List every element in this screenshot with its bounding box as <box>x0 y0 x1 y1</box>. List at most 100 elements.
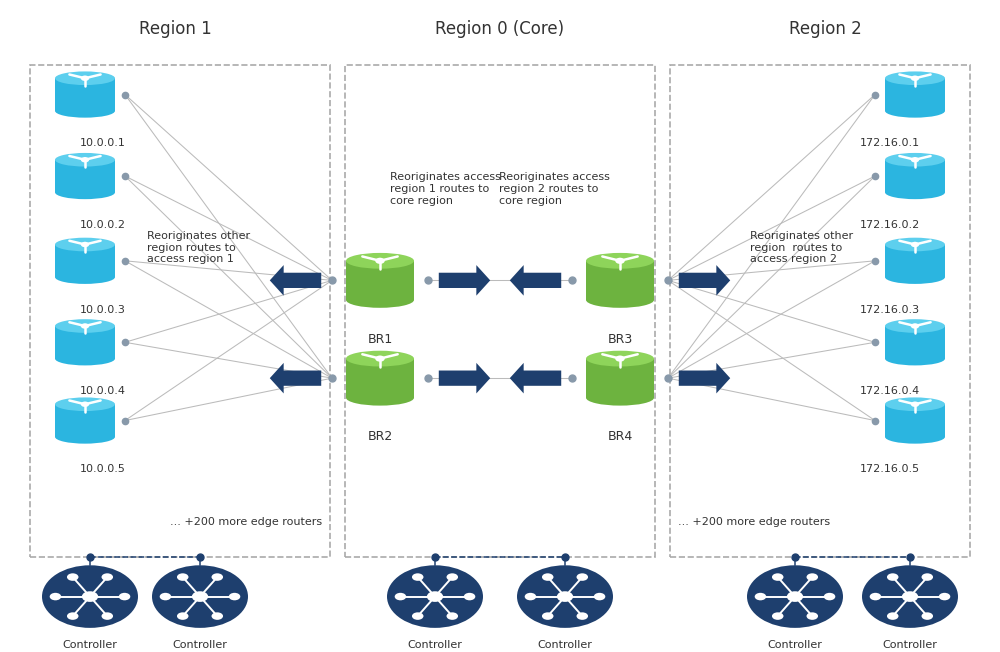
Circle shape <box>747 565 843 628</box>
Circle shape <box>772 612 783 620</box>
Ellipse shape <box>586 253 654 269</box>
Polygon shape <box>346 359 414 398</box>
Circle shape <box>177 573 188 581</box>
Circle shape <box>824 593 835 600</box>
Ellipse shape <box>55 72 115 85</box>
Text: BR2: BR2 <box>367 430 393 443</box>
Circle shape <box>177 612 188 620</box>
Polygon shape <box>55 326 115 359</box>
Ellipse shape <box>586 351 654 366</box>
Ellipse shape <box>55 153 115 166</box>
Text: Controller: Controller <box>883 640 937 651</box>
Ellipse shape <box>55 238 115 251</box>
Polygon shape <box>55 160 115 192</box>
Circle shape <box>911 242 919 247</box>
Text: Controller: Controller <box>768 640 822 651</box>
Circle shape <box>887 612 898 620</box>
Ellipse shape <box>55 271 115 284</box>
Circle shape <box>375 258 385 264</box>
Circle shape <box>67 573 78 581</box>
Circle shape <box>81 402 89 407</box>
Text: Controller: Controller <box>408 640 462 651</box>
Ellipse shape <box>55 319 115 333</box>
Polygon shape <box>346 261 414 300</box>
Circle shape <box>82 591 98 602</box>
Circle shape <box>81 323 89 329</box>
Circle shape <box>67 612 78 620</box>
Text: 10.0.0.3: 10.0.0.3 <box>80 304 126 315</box>
Text: 10.0.0.2: 10.0.0.2 <box>80 220 126 230</box>
Ellipse shape <box>346 292 414 308</box>
Circle shape <box>102 573 113 581</box>
Text: Region 0 (Core): Region 0 (Core) <box>435 20 565 38</box>
Circle shape <box>412 573 423 581</box>
Circle shape <box>939 593 950 600</box>
Ellipse shape <box>346 351 414 366</box>
Ellipse shape <box>55 104 115 117</box>
Circle shape <box>229 593 240 600</box>
Text: BR4: BR4 <box>607 430 633 443</box>
Circle shape <box>395 593 406 600</box>
Circle shape <box>772 573 783 581</box>
Circle shape <box>807 573 818 581</box>
Text: Controller: Controller <box>63 640 117 651</box>
Circle shape <box>807 612 818 620</box>
Ellipse shape <box>586 390 654 406</box>
Circle shape <box>387 565 483 628</box>
Text: 10.0.0.4: 10.0.0.4 <box>80 386 126 396</box>
Polygon shape <box>586 359 654 398</box>
Text: ... +200 more edge routers: ... +200 more edge routers <box>170 516 322 527</box>
Circle shape <box>464 593 475 600</box>
Circle shape <box>755 593 766 600</box>
Circle shape <box>557 591 573 602</box>
Circle shape <box>922 612 933 620</box>
Circle shape <box>911 323 919 329</box>
Text: ... +200 more edge routers: ... +200 more edge routers <box>678 516 830 527</box>
Text: 172.16.0.2: 172.16.0.2 <box>860 220 920 230</box>
Circle shape <box>525 593 536 600</box>
Polygon shape <box>885 326 945 359</box>
Circle shape <box>427 591 443 602</box>
Text: Reoriginates other
region routes to
access region 1: Reoriginates other region routes to acce… <box>147 231 250 264</box>
Circle shape <box>615 355 625 362</box>
Text: Reoriginates access
region 1 routes to
core region: Reoriginates access region 1 routes to c… <box>390 173 501 205</box>
Circle shape <box>922 573 933 581</box>
Circle shape <box>911 402 919 407</box>
Circle shape <box>870 593 881 600</box>
Ellipse shape <box>885 319 945 333</box>
Ellipse shape <box>55 398 115 411</box>
Circle shape <box>887 573 898 581</box>
Text: 10.0.0.1: 10.0.0.1 <box>80 138 126 149</box>
Ellipse shape <box>885 72 945 85</box>
Polygon shape <box>55 244 115 277</box>
Circle shape <box>577 573 588 581</box>
Text: Reoriginates other
region  routes to
access region 2: Reoriginates other region routes to acce… <box>750 231 853 264</box>
Circle shape <box>50 593 61 600</box>
Circle shape <box>212 573 223 581</box>
Ellipse shape <box>885 153 945 166</box>
Circle shape <box>902 591 918 602</box>
Circle shape <box>577 612 588 620</box>
Circle shape <box>119 593 130 600</box>
Ellipse shape <box>885 104 945 117</box>
Polygon shape <box>885 244 945 277</box>
Circle shape <box>517 565 613 628</box>
Circle shape <box>81 76 89 81</box>
Circle shape <box>81 157 89 162</box>
Ellipse shape <box>346 253 414 269</box>
Circle shape <box>787 591 803 602</box>
Circle shape <box>192 591 208 602</box>
Circle shape <box>911 157 919 162</box>
Text: BR3: BR3 <box>607 333 633 346</box>
Text: Controller: Controller <box>538 640 592 651</box>
Ellipse shape <box>885 271 945 284</box>
Circle shape <box>447 573 458 581</box>
Text: Reoriginates access
region 2 routes to
core region: Reoriginates access region 2 routes to c… <box>499 173 610 205</box>
Ellipse shape <box>885 238 945 251</box>
Circle shape <box>911 76 919 81</box>
Circle shape <box>152 565 248 628</box>
Circle shape <box>594 593 605 600</box>
Text: Region 1: Region 1 <box>139 20 211 38</box>
Circle shape <box>615 258 625 264</box>
Text: 172.16.0.4: 172.16.0.4 <box>860 386 920 396</box>
